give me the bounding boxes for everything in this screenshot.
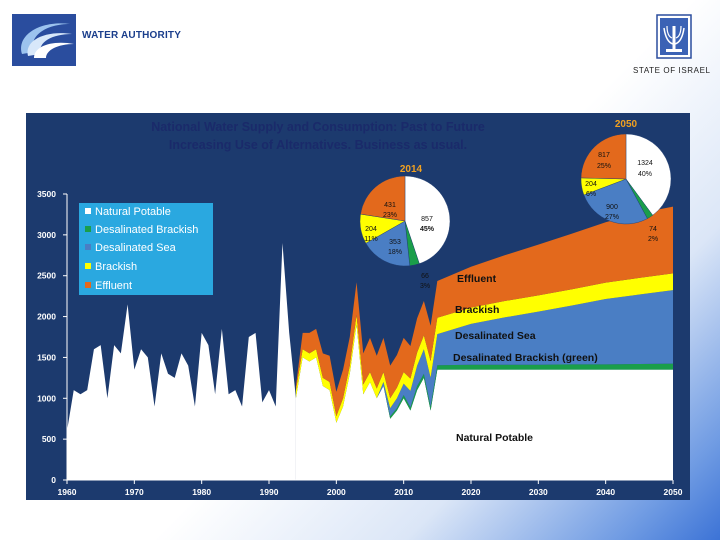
pie-2050-label-desal-sea-value: 900 xyxy=(606,204,618,211)
y-tick-label: 1000 xyxy=(37,393,56,403)
area-label-effluent: Effluent xyxy=(457,273,497,285)
legend-swatch-natural-potable xyxy=(85,208,91,214)
pie-2014-slices xyxy=(359,175,451,267)
x-tick-label: 2040 xyxy=(596,487,615,497)
legend-swatch-brackish xyxy=(85,263,91,269)
chart-title-line1: National Water Supply and Consumption: P… xyxy=(151,120,485,134)
water-authority-name: WATER AUTHORITY xyxy=(82,30,182,41)
legend-item-effluent: Effluent xyxy=(95,280,132,292)
y-axis-ticks: 0 500 1000 1500 2000 2500 3000 3500 xyxy=(37,189,56,485)
pie-2050-label-desal-brackish-value: 74 xyxy=(649,226,657,233)
area-series xyxy=(67,206,673,480)
axes xyxy=(66,194,673,481)
x-tick-label: 1960 xyxy=(58,487,77,497)
pie-2050-label-effluent-value: 817 xyxy=(598,152,610,159)
y-tick-label: 2000 xyxy=(37,312,56,322)
y-tick-label: 500 xyxy=(42,434,56,444)
y-tick-label: 0 xyxy=(51,475,56,485)
area-effluent xyxy=(295,206,673,417)
pie-2050-slices xyxy=(580,133,672,225)
pie-2014-label-desal-sea-pct: 18% xyxy=(388,249,402,256)
area-brackish xyxy=(295,273,673,423)
state-emblem-icon xyxy=(656,14,692,59)
area-label-brackish: Brackish xyxy=(455,304,499,316)
x-tick-label: 1970 xyxy=(125,487,144,497)
x-tick-label: 2010 xyxy=(394,487,413,497)
pie-2014-title: 2014 xyxy=(400,164,423,175)
y-tick-label: 3500 xyxy=(37,189,56,199)
grid-lines xyxy=(63,193,67,481)
pie-2014: 2014 431 23% 857 45% 204 11% 353 18% 66 … xyxy=(359,164,451,290)
legend-swatch-desalinated-sea xyxy=(85,244,91,250)
x-tick-label: 2050 xyxy=(664,487,683,497)
x-tick-label: 2030 xyxy=(529,487,548,497)
legend-box xyxy=(79,203,213,295)
pie-2014-label-desal-sea-value: 353 xyxy=(389,239,401,246)
pie-2014-label-desal-brackish-value: 66 xyxy=(421,273,429,280)
pie-2014-label-desal-brackish-pct: 3% xyxy=(420,283,430,290)
legend-item-brackish: Brackish xyxy=(95,261,137,273)
pie-2014-label-brackish-pct: 11% xyxy=(364,236,378,243)
pie-2050-label-brackish-pct: 6% xyxy=(586,191,596,198)
pie-2014-label-natural-pct: 45% xyxy=(420,226,435,233)
pie-2014-label-natural-value: 857 xyxy=(421,216,433,223)
x-axis-ticks: 1960 1970 1980 1990 2000 2010 2020 2030 2040 2050 xyxy=(58,480,683,497)
pie-2014-slice-effluent xyxy=(360,175,406,222)
pie-2050-label-effluent-pct: 25% xyxy=(597,163,611,170)
pie-2050-label-desal-brackish-pct: 2% xyxy=(648,236,658,243)
area-desalinated-sea xyxy=(295,290,673,423)
area-natural-potable-history xyxy=(67,243,296,480)
x-tick-label: 2020 xyxy=(462,487,481,497)
x-tick-label: 2000 xyxy=(327,487,346,497)
pie-2014-label-effluent-pct: 23% xyxy=(383,212,397,219)
legend-swatch-effluent xyxy=(85,282,91,288)
pie-2050-label-natural-value: 1324 xyxy=(637,160,653,167)
area-label-desalinated-brackish: Desalinated Brackish (green) xyxy=(453,352,598,364)
pie-2050-slice-effluent xyxy=(580,133,627,180)
chart-title-line2: Increasing Use of Alternatives. Business… xyxy=(169,138,467,152)
x-tick-label: 1990 xyxy=(260,487,279,497)
pie-2050-title: 2050 xyxy=(615,119,638,130)
water-authority-swirl-logo-icon xyxy=(12,14,76,66)
pie-2014-slice-natural-potable xyxy=(404,175,451,264)
pie-2050-slice-natural-potable xyxy=(625,133,672,216)
pie-2050: 2050 817 25% 1324 40% 204 6% 900 27% 74 … xyxy=(580,119,672,243)
legend-item-natural-potable: Natural Potable xyxy=(95,206,171,218)
pie-2014-slice-desalinated-sea xyxy=(365,220,411,267)
pie-2050-label-desal-sea-pct: 27% xyxy=(605,214,619,221)
legend-item-desalinated-brackish: Desalinated Brackish xyxy=(95,224,198,236)
y-tick-label: 1500 xyxy=(37,352,56,362)
legend-item-desalinated-sea: Desalinated Sea xyxy=(95,242,177,254)
area-label-natural-potable: Natural Potable xyxy=(456,432,533,444)
area-label-desalinated-sea: Desalinated Sea xyxy=(455,330,536,342)
pie-2014-label-brackish-value: 204 xyxy=(365,226,377,233)
y-tick-label: 3000 xyxy=(37,230,56,240)
y-tick-label: 2500 xyxy=(37,271,56,281)
pie-2050-label-brackish-value: 204 xyxy=(585,181,597,188)
legend-swatch-desalinated-brackish xyxy=(85,226,91,232)
x-tick-label: 1980 xyxy=(192,487,211,497)
pie-2050-label-natural-pct: 40% xyxy=(638,171,652,178)
area-natural-potable xyxy=(295,324,673,480)
state-of-israel-label: STATE OF ISRAEL xyxy=(633,66,711,75)
pie-2014-label-effluent-value: 431 xyxy=(384,202,396,209)
chart-legend: Natural Potable Desalinated Brackish Des… xyxy=(79,203,213,295)
pie-2050-slice-desalinated-sea xyxy=(583,178,648,225)
